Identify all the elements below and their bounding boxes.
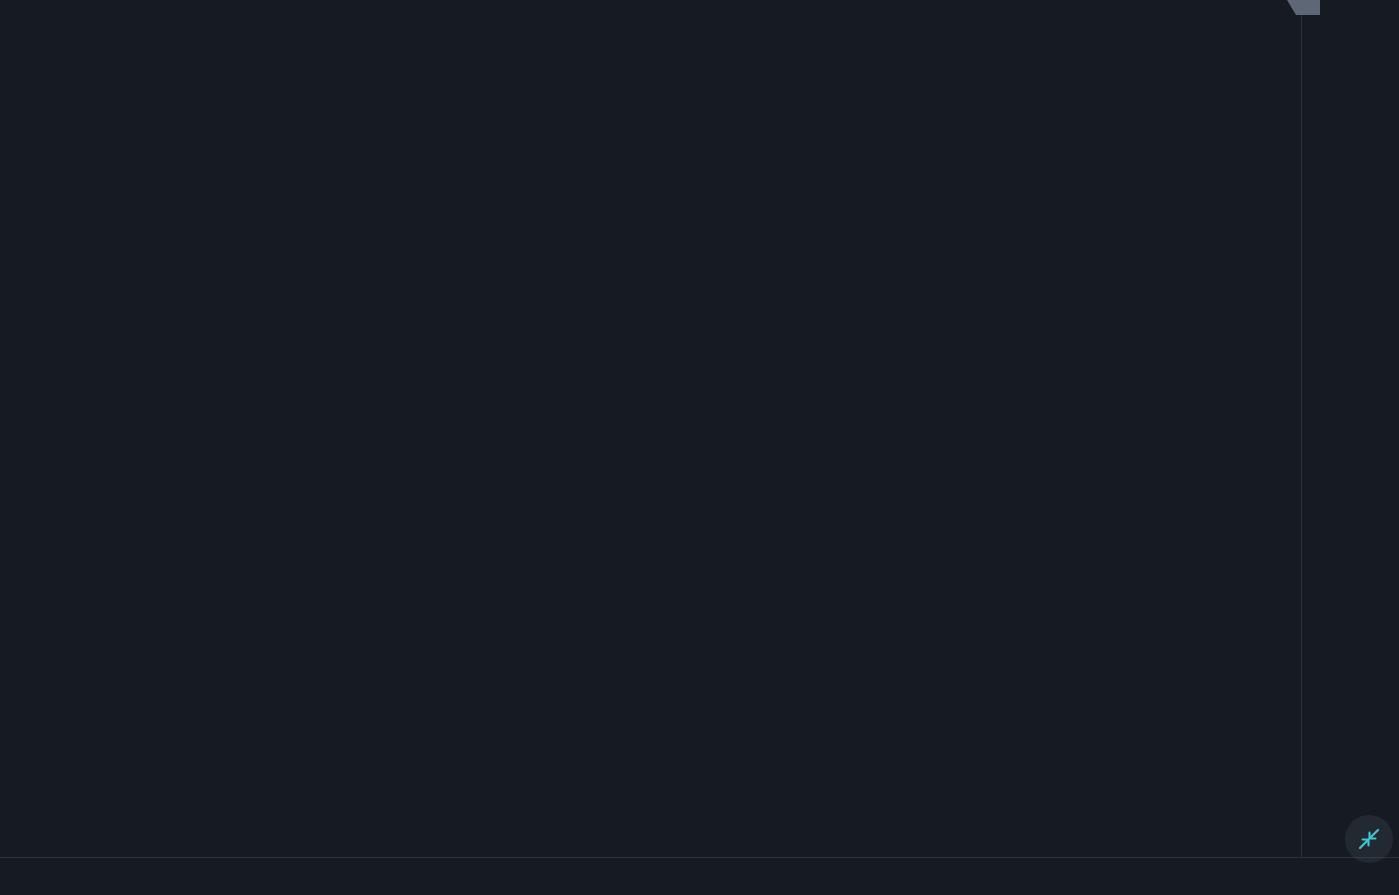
- zoom-reset-button[interactable]: [1345, 815, 1393, 863]
- chart-plot-area[interactable]: [0, 0, 1301, 857]
- y-axis-percent-scale[interactable]: [1301, 0, 1399, 857]
- x-axis-time-scale[interactable]: [0, 857, 1399, 895]
- current-price-marker[interactable]: [1287, 0, 1320, 15]
- collapse-arrows-icon: [1358, 828, 1380, 850]
- chart-canvas: [0, 0, 1301, 857]
